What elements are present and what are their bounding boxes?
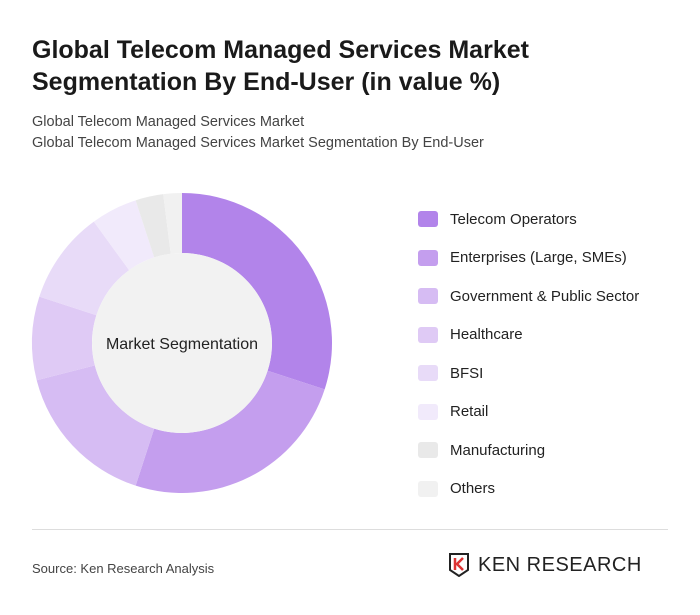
legend-label: Enterprises (Large, SMEs): [450, 249, 627, 267]
legend-swatch: [418, 480, 438, 497]
legend-item: Healthcare: [418, 316, 639, 355]
ken-logo-icon: [449, 553, 469, 577]
slice-telecom-operators: [182, 193, 332, 390]
slice-manufacturing: [135, 194, 171, 258]
legend-item: Retail: [418, 393, 639, 432]
legend-item: Government & Public Sector: [418, 277, 639, 316]
chart-title: Global Telecom Managed Services Market S…: [32, 36, 529, 96]
legend-swatch: [418, 249, 438, 266]
legend-swatch: [418, 442, 438, 459]
legend-item: Telecom Operators: [418, 200, 639, 239]
legend-swatch: [418, 403, 438, 420]
legend-label: Telecom Operators: [450, 210, 577, 228]
slice-government-public-sector: [36, 365, 155, 486]
legend-item: Enterprises (Large, SMEs): [418, 239, 639, 278]
slice-healthcare: [32, 296, 97, 381]
donut-hole: [92, 253, 272, 433]
divider: [32, 529, 668, 530]
slice-enterprises-large-smes-: [135, 370, 325, 493]
legend-swatch: [418, 288, 438, 305]
ken-research-logo: KEN RESEARCH: [448, 553, 642, 577]
center-label: Market Segmentation: [106, 336, 258, 353]
legend-item: BFSI: [418, 354, 639, 393]
legend-label: Retail: [450, 403, 489, 421]
subtitle-segmentation: Global Telecom Managed Services Market S…: [32, 135, 484, 151]
logo-text: KEN RESEARCH: [478, 553, 642, 576]
source-note: Source: Ken Research Analysis: [32, 561, 215, 576]
legend-label: Healthcare: [450, 326, 523, 344]
slice-bfsi: [39, 221, 130, 316]
legend-swatch: [418, 326, 438, 343]
legend-label: Others: [450, 480, 496, 498]
legend-label: Manufacturing: [450, 441, 546, 459]
legend-swatch: [418, 365, 438, 382]
slice-retail: [93, 200, 155, 271]
legend-item: Others: [418, 470, 639, 509]
legend-swatch: [418, 211, 438, 228]
legend-label: Government & Public Sector: [450, 287, 640, 305]
donut-chart: Market Segmentation: [32, 193, 332, 493]
legend: Telecom Operators Enterprises (Large, SME…: [418, 200, 639, 508]
slice-others: [163, 193, 182, 254]
legend-label: BFSI: [450, 364, 484, 382]
legend-item: Manufacturing: [418, 431, 639, 470]
subtitle-market: Global Telecom Managed Services Market: [32, 114, 305, 130]
